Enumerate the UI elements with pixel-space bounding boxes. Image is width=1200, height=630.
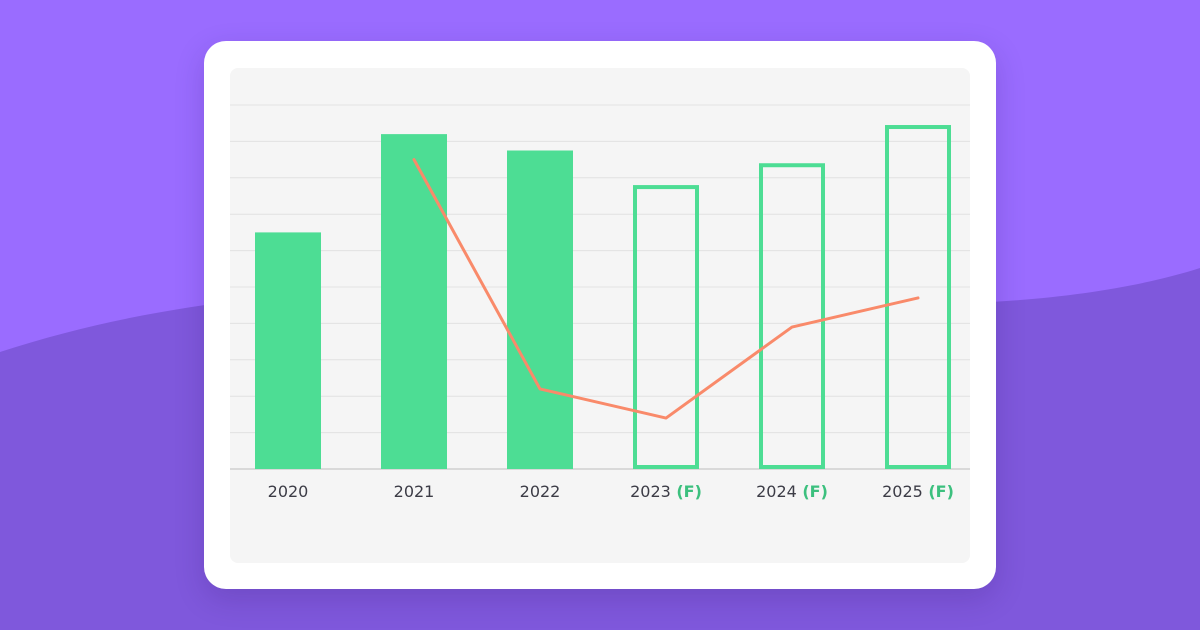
trend-line <box>412 158 920 420</box>
chart-panel: 2020 2021 2022 2023 (F) 2024 (F) 2025 (F) <box>230 68 970 563</box>
x-tick-label: 2021 <box>394 482 435 501</box>
gridlines <box>230 104 970 470</box>
line-series <box>412 158 920 420</box>
bar-2020 <box>255 232 321 469</box>
bar-series <box>255 125 951 470</box>
bar-2022 <box>507 150 573 469</box>
x-axis-labels: 2020 2021 2022 2023 (F) 2024 (F) 2025 (F) <box>268 482 954 501</box>
x-tick-label: 2024 (F) <box>756 482 828 501</box>
bar-forecast-2024 <box>759 163 825 470</box>
x-tick-label: 2025 (F) <box>882 482 954 501</box>
combo-chart: 2020 2021 2022 2023 (F) 2024 (F) 2025 (F) <box>230 104 970 501</box>
chart-card: 2020 2021 2022 2023 (F) 2024 (F) 2025 (F) <box>204 41 996 589</box>
bar-forecast-2023 <box>633 185 699 470</box>
bar-forecast-2025 <box>885 125 951 470</box>
x-tick-label: 2022 <box>520 482 561 501</box>
x-tick-label: 2023 (F) <box>630 482 702 501</box>
bar-2021 <box>381 134 447 469</box>
x-tick-label: 2020 <box>268 482 309 501</box>
